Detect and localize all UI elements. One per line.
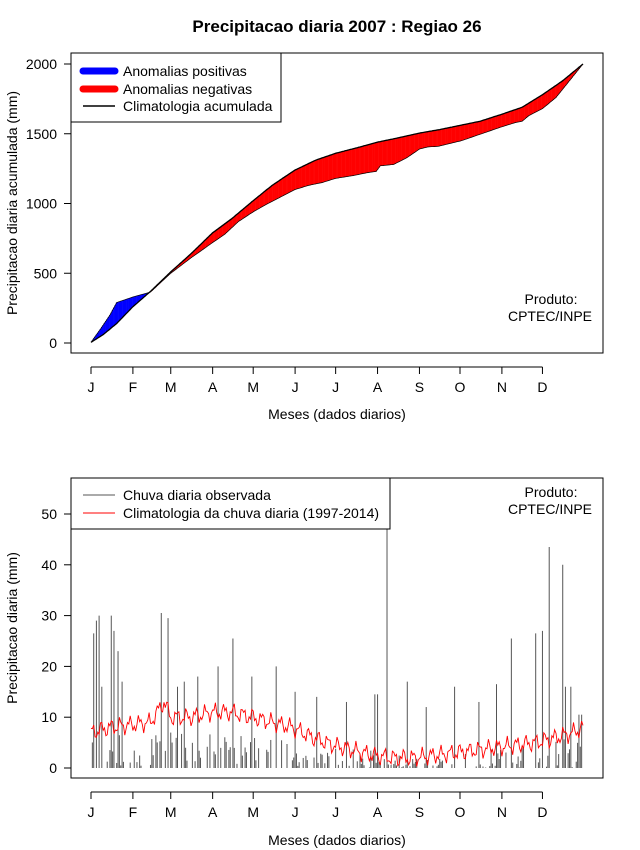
climatology-accumulated-line (90, 63, 584, 343)
y-tick-label: 1500 (26, 126, 57, 142)
x-tick-label: A (208, 804, 218, 820)
credit-line1-1: Produto: (525, 291, 578, 307)
x-tick-label: J (292, 804, 299, 820)
y-tick-label: 0 (49, 760, 57, 776)
y-tick-label: 2000 (26, 56, 57, 72)
legend-label-obs: Chuva diaria observada (123, 487, 271, 503)
y-tick-label: 10 (41, 709, 57, 725)
observed-accumulated-line (90, 63, 584, 343)
x-tick-label: A (373, 379, 383, 395)
daily-chart: 0 10 20 30 40 50 J F M A M J J A S O N D Precipitacao di… (4, 477, 604, 848)
legend-label-clim: Climatologia acumulada (123, 98, 273, 114)
x-tick-label: O (455, 379, 466, 395)
x-tick-label: A (373, 804, 383, 820)
x-tick-label: J (88, 379, 95, 395)
credit-line2-1: CPTEC/INPE (508, 308, 592, 324)
x-tick-label: S (415, 379, 424, 395)
x-tick-label: S (415, 804, 424, 820)
x-tick-label: J (332, 804, 339, 820)
x-tick-label: M (165, 804, 177, 820)
chart-title: Precipitacao diaria 2007 : Regiao 26 (192, 17, 481, 36)
x-tick-label: M (247, 804, 259, 820)
y-axis-label-1: Precipitacao diaria acumulada (mm) (4, 91, 20, 315)
x-tick-label: F (129, 804, 138, 820)
credit-line1-2: Produto: (525, 484, 578, 500)
x-axis-label-2: Meses (dados diarios) (268, 832, 406, 848)
x-tick-label: M (247, 379, 259, 395)
y-tick-label: 30 (41, 608, 57, 624)
x-tick-label: M (165, 379, 177, 395)
legend-label-clim-daily: Climatologia da chuva diaria (1997-2014) (123, 505, 379, 521)
climatology-daily-line (90, 701, 584, 767)
legend-label-positive: Anomalias positivas (123, 63, 247, 79)
x-tick-label: J (88, 804, 95, 820)
y-tick-label: 20 (41, 658, 57, 674)
x-tick-label: F (129, 379, 138, 395)
y-tick-label: 500 (34, 265, 58, 281)
x-tick-label: O (455, 804, 466, 820)
x-tick-label: N (497, 804, 507, 820)
y-axis-label-2: Precipitacao diaria (mm) (4, 552, 20, 704)
y-tick-label: 0 (49, 335, 57, 351)
y-tick-label: 50 (41, 506, 57, 522)
x-tick-label: D (537, 804, 547, 820)
legend-2: Chuva diaria observada Climatologia da c… (70, 477, 391, 530)
y-tick-label: 1000 (26, 196, 57, 212)
accumulated-chart: 0 500 1000 1500 2000 J F M A M J J A S O N D Precipitac… (4, 52, 604, 422)
credit-line2-2: CPTEC/INPE (508, 501, 592, 517)
x-tick-label: J (332, 379, 339, 395)
legend-1: Anomalias positivas Anomalias negativas … (70, 52, 282, 123)
x-tick-label: N (497, 379, 507, 395)
x-tick-label: D (537, 379, 547, 395)
x-axis-label-1: Meses (dados diarios) (268, 406, 406, 422)
legend-label-negative: Anomalias negativas (123, 81, 252, 97)
x-tick-label: A (208, 379, 218, 395)
y-tick-label: 40 (41, 557, 57, 573)
x-tick-label: J (292, 379, 299, 395)
